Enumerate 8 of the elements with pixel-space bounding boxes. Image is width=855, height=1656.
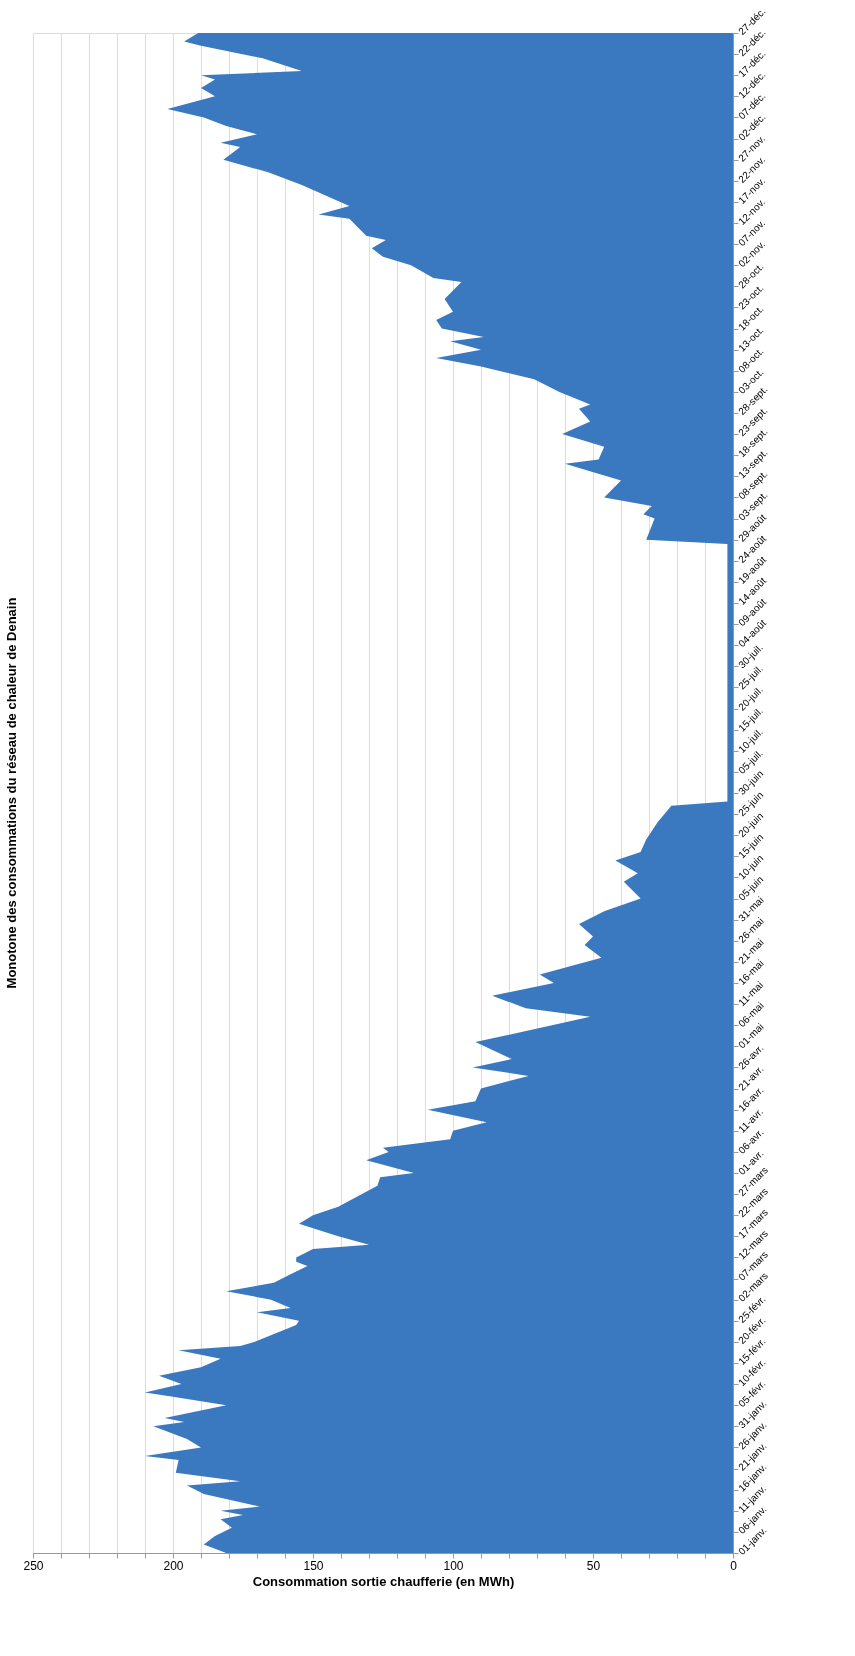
x-tick-label: 200 bbox=[163, 1558, 184, 1573]
x-tick-label: 100 bbox=[443, 1558, 464, 1573]
x-tick-label: 150 bbox=[303, 1558, 324, 1573]
x-axis-title: Consommation sortie chaufferie (en MWh) bbox=[252, 1573, 515, 1589]
x-tick-label: 0 bbox=[730, 1558, 738, 1573]
x-tick-label: 50 bbox=[586, 1558, 601, 1573]
text: Monotone des consommations du réseau de chaleur de Denain bbox=[3, 597, 19, 989]
x-tick-label: 250 bbox=[23, 1558, 44, 1573]
